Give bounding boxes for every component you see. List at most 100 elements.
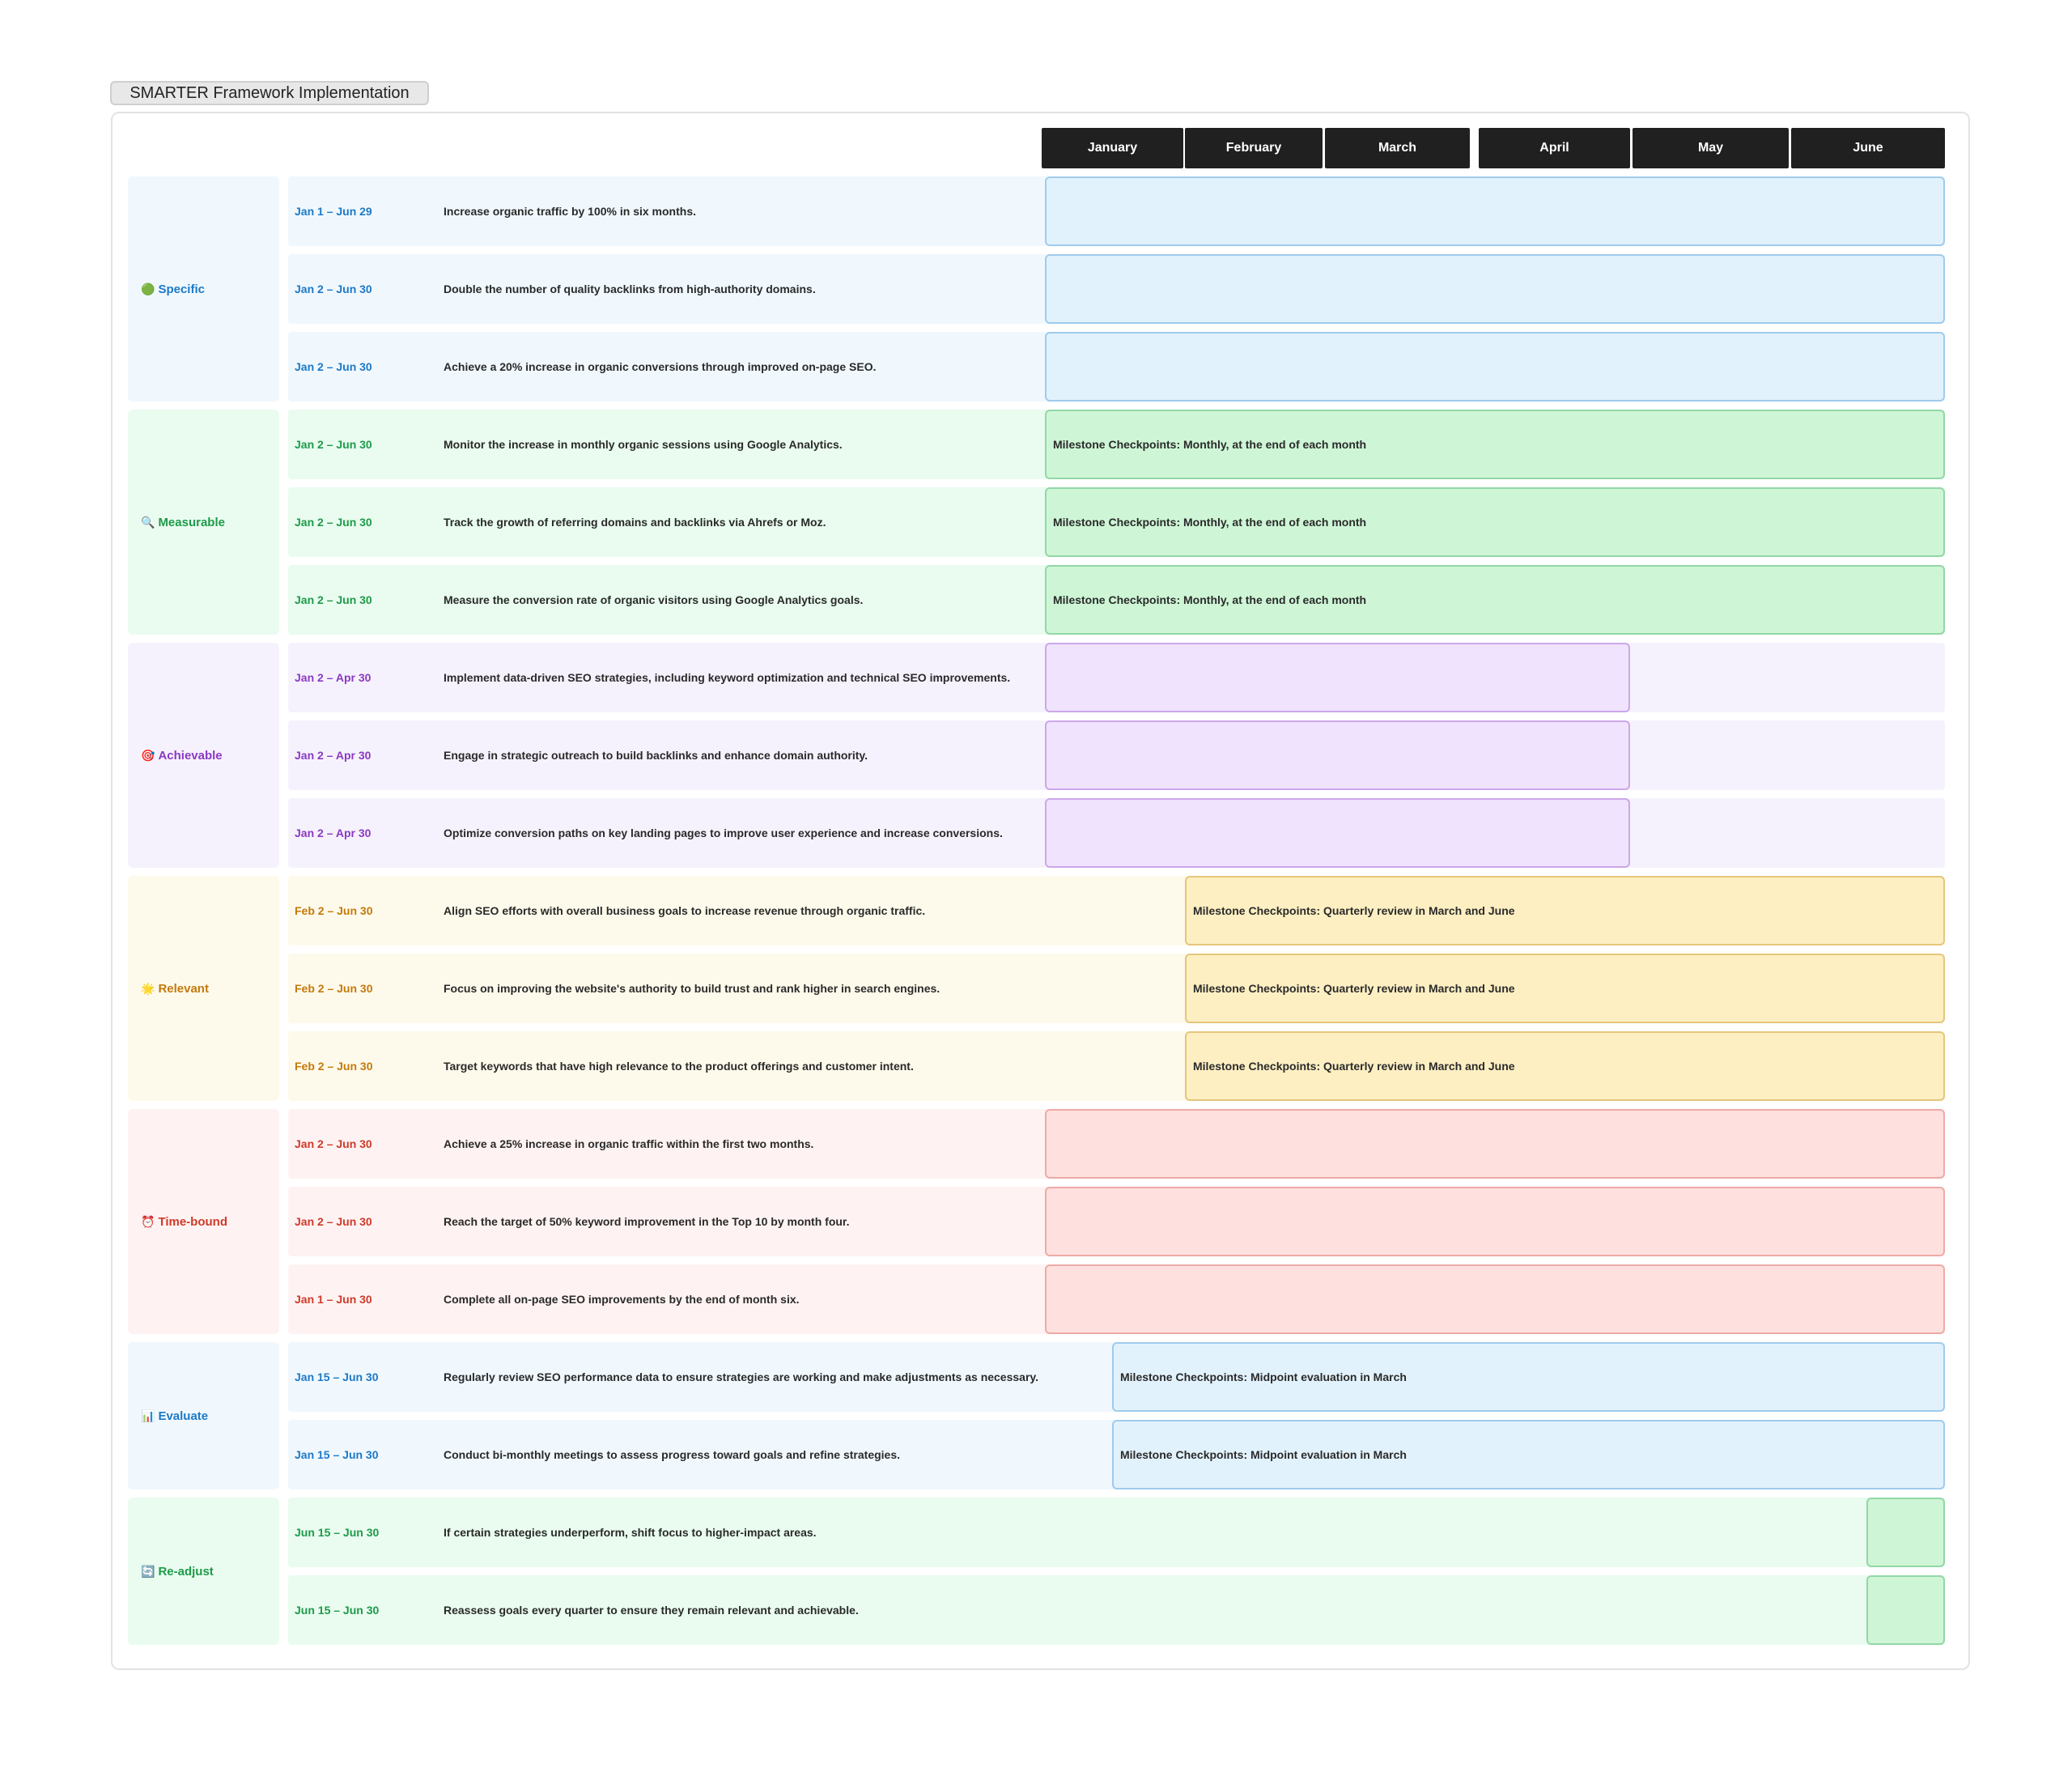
category-measurable: 🔍 Measurable [128, 410, 279, 635]
timeline-bar[interactable] [1045, 254, 1945, 324]
row-description: Track the growth of referring domains an… [444, 516, 826, 529]
category-icon: 🔍 [141, 515, 155, 529]
timeline-bar[interactable] [1045, 1264, 1945, 1334]
timeline-bar[interactable]: Milestone Checkpoints: Monthly, at the e… [1045, 487, 1945, 557]
timeline-bar[interactable] [1045, 1187, 1945, 1256]
month-february: February [1185, 128, 1323, 168]
timeline-row: Jan 2 – Jun 30 Double the number of quali… [288, 254, 1945, 324]
timeline-row: Feb 2 – Jun 30 Align SEO efforts with ove… [288, 876, 1945, 945]
category-icon: 📊 [141, 1409, 155, 1422]
timeline-bar[interactable]: Milestone Checkpoints: Midpoint evaluati… [1112, 1420, 1945, 1489]
row-description: Increase organic traffic by 100% in six … [444, 205, 696, 218]
category-label: Achievable [158, 748, 223, 763]
month-january: January [1042, 128, 1183, 168]
month-march: March [1325, 128, 1470, 168]
row-description: Focus on improving the website's authori… [444, 982, 940, 995]
row-description: Reassess goals every quarter to ensure t… [444, 1604, 859, 1617]
category-time-bound: ⏰ Time-bound [128, 1109, 279, 1334]
row-description: Monitor the increase in monthly organic … [444, 438, 843, 451]
timeline-row: Jan 1 – Jun 29 Increase organic traffic b… [288, 176, 1945, 246]
row-date-range: Jan 2 – Jun 30 [295, 1215, 372, 1228]
row-description: If certain strategies underperform, shif… [444, 1526, 817, 1539]
row-date-range: Feb 2 – Jun 30 [295, 904, 373, 917]
month-may: May [1633, 128, 1789, 168]
timeline-row: Jan 2 – Jun 30 Reach the target of 50% ke… [288, 1187, 1945, 1256]
timeline-row: Jan 2 – Jun 30 Track the growth of referr… [288, 487, 1945, 557]
row-date-range: Jan 2 – Jun 30 [295, 1137, 372, 1150]
timeline-row: Jan 2 – Apr 30 Optimize conversion paths … [288, 798, 1945, 868]
row-description: Complete all on-page SEO improvements by… [444, 1293, 800, 1306]
timeline-bar[interactable]: Milestone Checkpoints: Quarterly review … [1185, 954, 1945, 1023]
row-description: Regularly review SEO performance data to… [444, 1370, 1039, 1383]
timeline-row: Jan 15 – Jun 30 Regularly review SEO perf… [288, 1342, 1945, 1412]
timeline-bar[interactable]: Milestone Checkpoints: Quarterly review … [1185, 876, 1945, 945]
category-label: Measurable [158, 515, 225, 529]
row-description: Conduct bi-monthly meetings to assess pr… [444, 1448, 901, 1461]
row-date-range: Jan 15 – Jun 30 [295, 1370, 379, 1383]
timeline-row: Jan 15 – Jun 30 Conduct bi-monthly meetin… [288, 1420, 1945, 1489]
category-icon: 🌟 [141, 981, 155, 995]
row-date-range: Jan 1 – Jun 30 [295, 1293, 372, 1306]
row-date-range: Feb 2 – Jun 30 [295, 1060, 373, 1073]
category-icon: ⏰ [141, 1214, 155, 1228]
category-specific: 🟢 Specific [128, 176, 279, 402]
timeline-row: Jan 2 – Jun 30 Achieve a 25% increase in … [288, 1109, 1945, 1179]
timeline-bar[interactable]: Milestone Checkpoints: Monthly, at the e… [1045, 410, 1945, 479]
month-june: June [1791, 128, 1945, 168]
timeline-row: Jan 1 – Jun 30 Complete all on-page SEO i… [288, 1264, 1945, 1334]
row-date-range: Jan 2 – Apr 30 [295, 671, 372, 684]
category-label: Relevant [158, 981, 209, 996]
category-icon: 🎯 [141, 748, 155, 762]
timeline-bar[interactable] [1045, 176, 1945, 246]
timeline-bar[interactable] [1045, 798, 1630, 868]
timeline-row: Feb 2 – Jun 30 Focus on improving the web… [288, 954, 1945, 1023]
timeline-bar[interactable] [1045, 720, 1630, 790]
timeline-bar[interactable] [1045, 1109, 1945, 1179]
category-evaluate: 📊 Evaluate [128, 1342, 279, 1489]
row-date-range: Jan 2 – Jun 30 [295, 283, 372, 295]
row-date-range: Jan 2 – Jun 30 [295, 438, 372, 451]
row-description: Achieve a 20% increase in organic conver… [444, 360, 877, 373]
month-april: April [1479, 128, 1630, 168]
timeline-bar[interactable] [1045, 332, 1945, 402]
category-icon: 🟢 [141, 282, 155, 295]
timeline-row: Jun 15 – Jun 30 Reassess goals every quar… [288, 1575, 1945, 1645]
row-description: Measure the conversion rate of organic v… [444, 593, 864, 606]
row-description: Align SEO efforts with overall business … [444, 904, 926, 917]
timeline-row: Feb 2 – Jun 30 Target keywords that have … [288, 1031, 1945, 1101]
category-icon: 🔄 [141, 1564, 155, 1578]
category-relevant: 🌟 Relevant [128, 876, 279, 1101]
row-date-range: Jan 2 – Apr 30 [295, 749, 372, 762]
timeline-row: Jan 2 – Jun 30 Measure the conversion rat… [288, 565, 1945, 635]
row-description: Target keywords that have high relevance… [444, 1060, 914, 1073]
row-description: Engage in strategic outreach to build ba… [444, 749, 868, 762]
row-description: Double the number of quality backlinks f… [444, 283, 816, 295]
timeline-bar[interactable]: Milestone Checkpoints: Monthly, at the e… [1045, 565, 1945, 635]
timeline-row: Jan 2 – Apr 30 Engage in strategic outrea… [288, 720, 1945, 790]
timeline-bar[interactable]: Milestone Checkpoints: Midpoint evaluati… [1112, 1342, 1945, 1412]
category-label: Re-adjust [158, 1564, 214, 1579]
category-label: Time-bound [158, 1214, 227, 1229]
row-description: Reach the target of 50% keyword improvem… [444, 1215, 850, 1228]
timeline-row: Jan 2 – Apr 30 Implement data-driven SEO … [288, 643, 1945, 712]
category-re-adjust: 🔄 Re-adjust [128, 1498, 279, 1645]
timeline-row: Jun 15 – Jun 30 If certain strategies und… [288, 1498, 1945, 1567]
row-date-range: Jan 1 – Jun 29 [295, 205, 372, 218]
timeline-bar[interactable] [1866, 1498, 1945, 1567]
row-date-range: Jan 2 – Apr 30 [295, 827, 372, 839]
row-date-range: Jan 2 – Jun 30 [295, 593, 372, 606]
row-date-range: Jun 15 – Jun 30 [295, 1526, 380, 1539]
row-date-range: Feb 2 – Jun 30 [295, 982, 373, 995]
row-date-range: Jan 2 – Jun 30 [295, 360, 372, 373]
timeline-bar[interactable] [1866, 1575, 1945, 1645]
timeline-bar[interactable] [1045, 643, 1630, 712]
row-description: Implement data-driven SEO strategies, in… [444, 671, 1011, 684]
timeline-bar[interactable]: Milestone Checkpoints: Quarterly review … [1185, 1031, 1945, 1101]
timeline-row: Jan 2 – Jun 30 Monitor the increase in mo… [288, 410, 1945, 479]
category-label: Evaluate [158, 1409, 209, 1423]
row-description: Optimize conversion paths on key landing… [444, 827, 1003, 839]
category-achievable: 🎯 Achievable [128, 643, 279, 868]
row-date-range: Jun 15 – Jun 30 [295, 1604, 380, 1617]
row-date-range: Jan 15 – Jun 30 [295, 1448, 379, 1461]
category-label: Specific [158, 282, 205, 296]
